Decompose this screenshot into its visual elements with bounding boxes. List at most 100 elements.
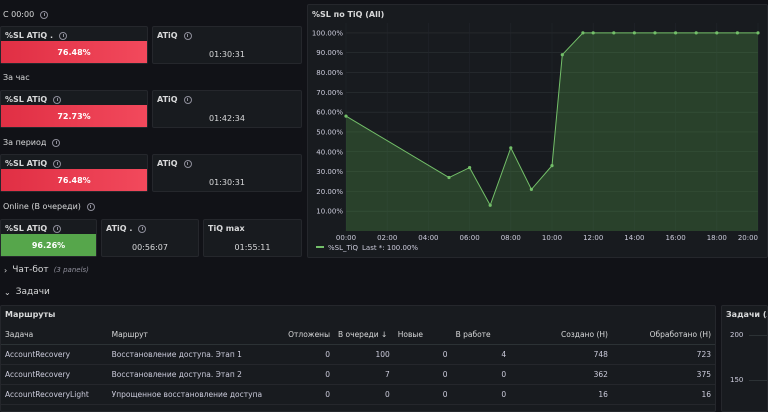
data-point[interactable]: [694, 31, 698, 35]
data-point[interactable]: [591, 31, 595, 35]
info-icon[interactable]: [52, 138, 61, 147]
column-header[interactable]: Маршрут: [107, 326, 277, 345]
stat-panel-period-atiq[interactable]: ATiQ 01:30:31: [152, 154, 302, 192]
table-cell: 0: [276, 364, 335, 385]
info-icon[interactable]: [138, 224, 147, 233]
table-cell: 0: [276, 384, 335, 405]
data-point[interactable]: [653, 31, 657, 35]
info-icon[interactable]: [183, 159, 192, 168]
stat-value: 01:30:31: [209, 50, 245, 59]
x-tick-label: 12:00: [583, 234, 603, 242]
column-header[interactable]: Создано (Н): [510, 326, 612, 345]
data-point[interactable]: [509, 146, 513, 150]
x-tick-label: 14:00: [624, 234, 644, 242]
column-header[interactable]: Обработано (Н): [611, 326, 715, 345]
stat-panel-hour-atiq[interactable]: ATiQ 01:42:34: [152, 90, 302, 128]
x-tick-label: 02:00: [377, 234, 397, 242]
panel-title-label: ATiQ .: [106, 224, 133, 233]
panel-title: %SL ATiQ: [5, 159, 62, 168]
info-icon[interactable]: [183, 95, 192, 104]
table-cell: 100: [334, 344, 394, 365]
data-point[interactable]: [560, 53, 564, 57]
data-point[interactable]: [715, 31, 719, 35]
data-point[interactable]: [488, 203, 492, 207]
info-icon[interactable]: [53, 159, 62, 168]
info-icon[interactable]: [53, 224, 62, 233]
info-icon[interactable]: [53, 95, 62, 104]
data-point[interactable]: [612, 31, 616, 35]
stat-panel-hour-sl[interactable]: %SL ATiQ 72.73%: [0, 90, 148, 128]
stat-panel-period-sl[interactable]: %SL ATiQ 76.48%: [0, 154, 148, 192]
data-point[interactable]: [344, 114, 348, 118]
stat-panel-online-tiqmax[interactable]: TiQ max 01:55:11: [203, 219, 302, 257]
section-tasks-label: Задачи: [15, 287, 50, 297]
data-point[interactable]: [632, 31, 636, 35]
panel-title-label: Задачи (All): [726, 310, 767, 319]
data-point[interactable]: [468, 166, 472, 170]
panel-title-label: ATiQ: [157, 159, 178, 168]
legend-last-value: Last *: 100.00%: [362, 244, 418, 252]
table-cell: 0: [393, 344, 452, 365]
panel-title: ATiQ .: [106, 224, 147, 233]
line-chart: 10.00% 20.00% 30.00% 40.00% 50.00% 60.00% 70.0…: [312, 23, 760, 252]
column-header[interactable]: В работе: [451, 326, 511, 345]
stat-value: 76.48%: [1, 169, 147, 191]
data-point[interactable]: [550, 164, 554, 168]
stat-value: 96.26%: [1, 234, 96, 256]
legend[interactable]: %SL_TiQ Last *: 100.00%: [316, 244, 418, 252]
stat-value: 72.73%: [1, 105, 147, 127]
data-point[interactable]: [756, 31, 760, 35]
x-tick-label: 06:00: [460, 234, 480, 242]
table-cell: Восстановление доступа. Этап 1: [107, 344, 277, 365]
data-point[interactable]: [581, 31, 585, 35]
table-cell: 0: [451, 364, 511, 385]
y-tick-label: 70.00%: [316, 89, 343, 97]
column-header[interactable]: Отложены: [276, 326, 335, 345]
info-icon[interactable]: [59, 31, 68, 40]
stat-panel-online-atiq[interactable]: ATiQ . 00:56:07: [101, 219, 199, 257]
panel-title-label: %SL ATiQ: [5, 159, 48, 168]
row-title-period: За период: [3, 138, 61, 147]
y-tick-label: 80.00%: [316, 69, 343, 77]
table-cell: 375: [611, 364, 715, 385]
panel-title: %SL ATiQ: [5, 224, 62, 233]
stat-panel-online-sl[interactable]: %SL ATiQ 96.26%: [0, 219, 97, 257]
panel-title-label: TiQ max: [208, 224, 245, 233]
routes-table-wrap: Задача Маршрут Отложены В очереди ↓ Новы…: [1, 326, 715, 405]
row-title-period-label: За период: [3, 138, 47, 147]
panel-title: ATiQ: [157, 95, 192, 104]
stat-panel-c0000-atiq[interactable]: ATiQ 01:30:31: [152, 26, 302, 64]
x-tick-label: 20:00: [738, 234, 758, 242]
table-row[interactable]: AccountRecovery Восстановление доступа. …: [1, 364, 715, 385]
y-tick-label: 60.00%: [316, 109, 343, 117]
routes-table: Задача Маршрут Отложены В очереди ↓ Новы…: [1, 326, 715, 405]
chart-panel-sl-tiq[interactable]: %SL по TiQ (All) 10.00% 20.00% 30.00% 40.00…: [307, 4, 768, 258]
data-point[interactable]: [674, 31, 678, 35]
info-icon[interactable]: [183, 31, 192, 40]
section-tasks[interactable]: ⌄ Задачи: [4, 287, 50, 297]
legend-swatch: [316, 246, 324, 248]
data-point[interactable]: [735, 31, 739, 35]
table-row[interactable]: AccountRecoveryLight Упрощенное восстано…: [1, 384, 715, 405]
column-header[interactable]: В очереди ↓: [334, 326, 394, 345]
data-point[interactable]: [447, 175, 451, 180]
panel-title-label: ATiQ: [157, 31, 178, 40]
gridline: [749, 335, 767, 336]
data-point[interactable]: [529, 187, 533, 191]
section-chatbot[interactable]: › Чат-бот (3 panels): [4, 265, 89, 275]
column-header[interactable]: Задача: [1, 326, 108, 345]
tasks-chart-panel[interactable]: Задачи (All) 200 150: [721, 305, 768, 412]
table-row[interactable]: AccountRecovery Восстановление доступа. …: [1, 344, 715, 365]
y-tick-label: 200: [730, 331, 744, 339]
x-tick-label: 18:00: [707, 234, 727, 242]
table-cell: AccountRecovery: [1, 364, 108, 385]
panel-title: TiQ max: [208, 224, 245, 233]
info-icon[interactable]: [40, 10, 49, 19]
routes-table-panel[interactable]: Маршруты Задача Маршрут Отложены В очере…: [0, 305, 716, 412]
info-icon[interactable]: [86, 202, 95, 211]
table-cell: 16: [510, 384, 612, 405]
column-header[interactable]: Новые: [393, 326, 452, 345]
stat-panel-c0000-sl[interactable]: %SL ATiQ . 76.48%: [0, 26, 148, 64]
series-line: [345, 32, 758, 207]
section-chatbot-label: Чат-бот: [12, 265, 49, 275]
